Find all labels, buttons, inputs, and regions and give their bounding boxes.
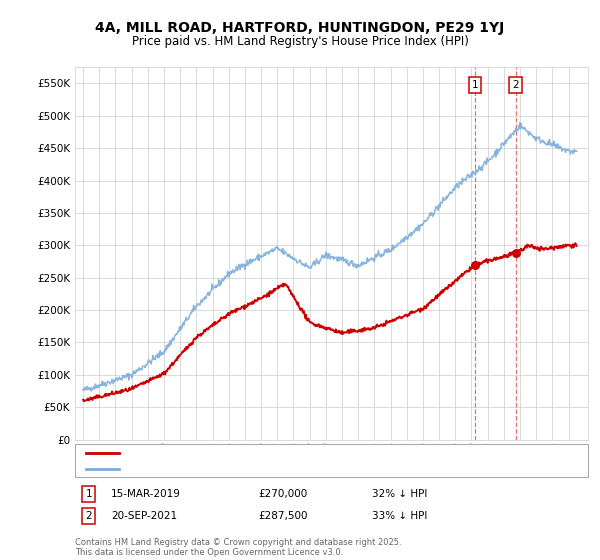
Text: 15-MAR-2019: 15-MAR-2019: [111, 489, 181, 499]
Text: Price paid vs. HM Land Registry's House Price Index (HPI): Price paid vs. HM Land Registry's House …: [131, 35, 469, 48]
Text: 2: 2: [85, 511, 92, 521]
Text: 1: 1: [472, 80, 478, 90]
Text: £270,000: £270,000: [258, 489, 307, 499]
Text: 4A, MILL ROAD, HARTFORD, HUNTINGDON, PE29 1YJ (detached house): 4A, MILL ROAD, HARTFORD, HUNTINGDON, PE2…: [126, 448, 492, 458]
Text: 33% ↓ HPI: 33% ↓ HPI: [372, 511, 427, 521]
Text: 1: 1: [85, 489, 92, 499]
Text: £287,500: £287,500: [258, 511, 308, 521]
Text: 32% ↓ HPI: 32% ↓ HPI: [372, 489, 427, 499]
Text: 20-SEP-2021: 20-SEP-2021: [111, 511, 177, 521]
Text: HPI: Average price, detached house, Huntingdonshire: HPI: Average price, detached house, Hunt…: [126, 464, 406, 474]
Text: 4A, MILL ROAD, HARTFORD, HUNTINGDON, PE29 1YJ: 4A, MILL ROAD, HARTFORD, HUNTINGDON, PE2…: [95, 21, 505, 35]
Text: 2: 2: [512, 80, 519, 90]
Text: Contains HM Land Registry data © Crown copyright and database right 2025.
This d: Contains HM Land Registry data © Crown c…: [75, 538, 401, 557]
